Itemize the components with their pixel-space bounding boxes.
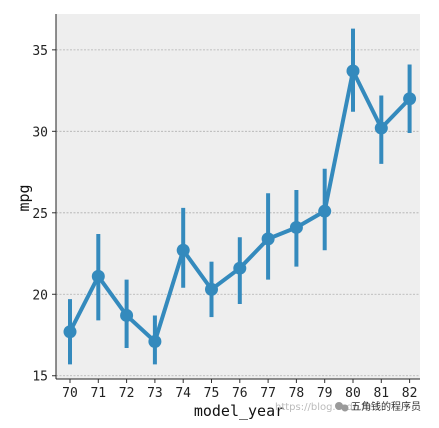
data-point <box>148 335 162 349</box>
y-tick-label: 15 <box>32 370 48 385</box>
y-axis: 15 20 25 30 35 <box>32 44 56 385</box>
x-tick-label: 71 <box>90 386 106 401</box>
x-tick-label: 81 <box>373 386 389 401</box>
x-tick-label: 74 <box>175 386 191 401</box>
watermark-account: 五角钱的程序员 <box>351 400 421 413</box>
x-tick-label: 77 <box>260 386 276 401</box>
plot-area <box>56 14 420 379</box>
x-tick-label: 73 <box>147 386 163 401</box>
x-tick-label: 79 <box>317 386 333 401</box>
x-tick-label: 75 <box>204 386 220 401</box>
y-tick-label: 30 <box>32 125 48 140</box>
data-point <box>120 308 134 322</box>
data-point <box>374 121 388 135</box>
x-tick-label: 82 <box>402 386 418 401</box>
data-point <box>233 261 247 275</box>
watermark-url: https://blog.csdn.net <box>275 402 379 413</box>
x-axis-label: model_year <box>194 402 284 420</box>
x-tick-label: 76 <box>232 386 248 401</box>
data-point <box>63 325 77 339</box>
x-tick-label: 72 <box>119 386 135 401</box>
data-point <box>318 204 332 218</box>
x-tick-label: 70 <box>62 386 78 401</box>
data-point <box>91 269 105 283</box>
x-tick-label: 78 <box>289 386 305 401</box>
x-axis: 70 71 72 73 74 75 76 77 78 79 80 81 82 <box>62 379 417 401</box>
y-tick-label: 35 <box>32 44 48 59</box>
wechat-icon <box>335 402 349 412</box>
y-tick-label: 20 <box>32 288 48 303</box>
series-mpg <box>63 28 417 365</box>
data-point <box>176 243 190 257</box>
data-point <box>346 64 360 78</box>
data-point <box>261 232 275 246</box>
x-tick-label: 80 <box>345 386 361 401</box>
data-point <box>205 282 218 296</box>
y-tick-label: 25 <box>32 207 48 222</box>
y-axis-label: mpg <box>15 184 33 211</box>
data-point <box>289 220 303 234</box>
data-point <box>403 92 417 106</box>
